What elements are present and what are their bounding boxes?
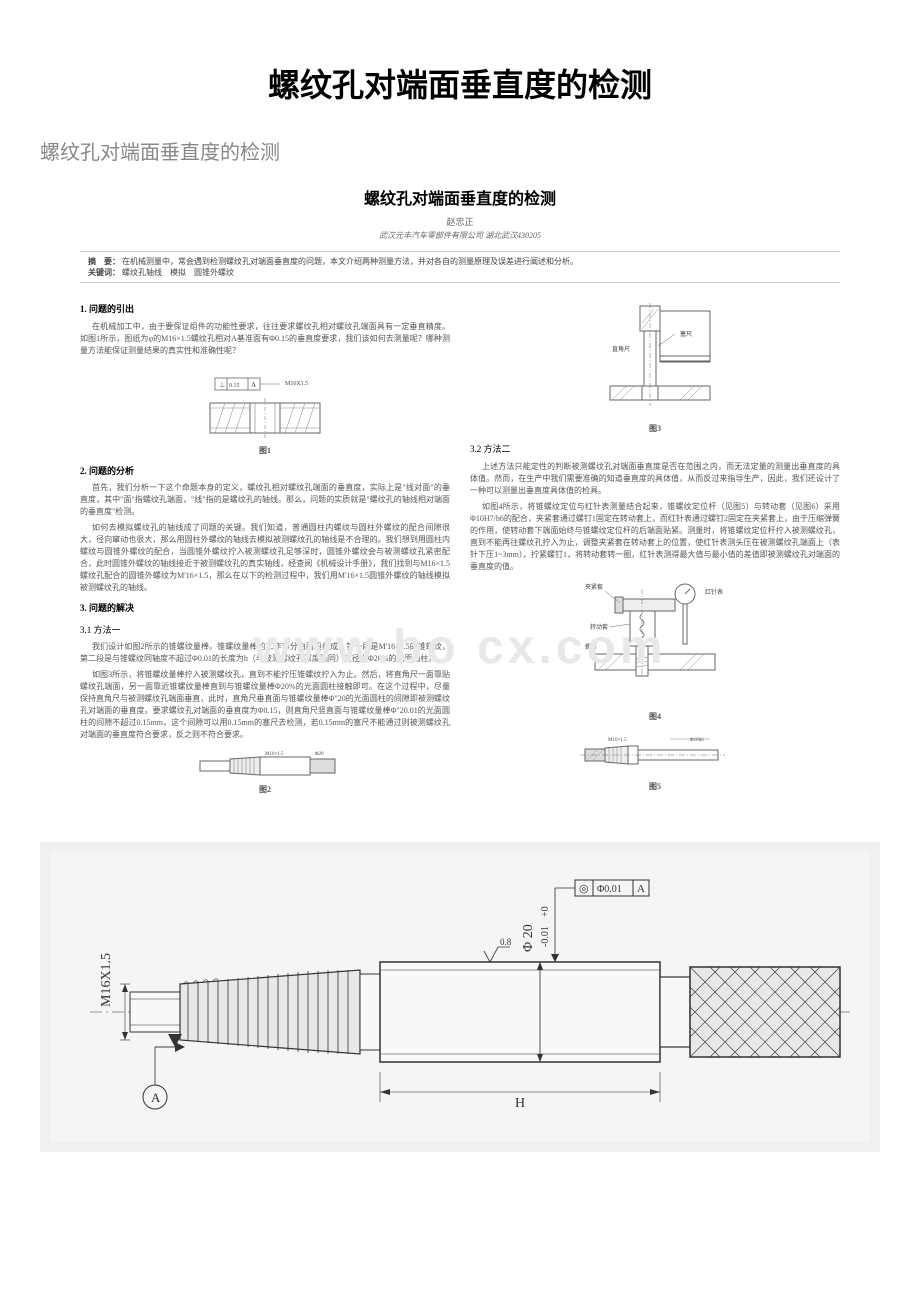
technical-drawing: M16X1.5 Φ 20 +0 -0.01 xyxy=(40,842,880,1152)
figure-2-svg: M16×1.5 Φ20 xyxy=(190,747,340,782)
fig1-thread-label: M16X1.5 xyxy=(285,381,308,387)
technical-drawing-svg: M16X1.5 Φ 20 +0 -0.01 xyxy=(50,852,870,1142)
author: 赵忠正 xyxy=(40,215,880,228)
drawing-tol-upper: +0 xyxy=(540,907,551,918)
paper-header: 螺纹孔对端面垂直度的检测 赵忠正 武汉元丰汽车零部件有限公司 湖北武汉43020… xyxy=(40,185,880,241)
section-2-p1: 首先，我们分析一下这个命题本身的定义，螺纹孔相对螺纹孔端面的垂直度，实际上是"线… xyxy=(80,482,450,518)
drawing-tol-lower: -0.01 xyxy=(540,927,551,948)
section-2-heading: 2. 问题的分析 xyxy=(80,465,450,479)
affiliation: 武汉元丰汽车零部件有限公司 湖北武汉430205 xyxy=(40,230,880,241)
section-3-p1: 我们设计如图2所示的锥螺纹量棒。锥螺纹量棒的工作部分由两段组成，第一段是M'16… xyxy=(80,641,450,665)
svg-text:M16×1.5: M16×1.5 xyxy=(265,752,284,757)
figure-2: M16×1.5 Φ20 图2 xyxy=(80,747,450,796)
section-3-2-p1: 上述方法只能定性的判断被测螺纹孔对端面垂直度是否在范围之内，而无法定量的测量出垂… xyxy=(470,461,840,497)
svg-text:夹紧套: 夹紧套 xyxy=(585,583,603,591)
svg-text:转动套: 转动套 xyxy=(590,623,608,631)
surface-finish: 0.8 xyxy=(500,937,512,947)
svg-text:红针表: 红针表 xyxy=(705,588,723,596)
abstract-label: 摘 要： xyxy=(88,257,120,266)
subtitle: 螺纹孔对端面垂直度的检测 xyxy=(40,136,880,165)
section-3-heading: 3. 问题的解决 xyxy=(80,602,450,616)
drawing-diameter: Φ 20 xyxy=(521,925,536,953)
abstract-text: 在机械测量中，常会遇到检测螺纹孔对端面垂直度的问题，本文介绍两种测量方法，并对各… xyxy=(122,257,578,266)
svg-text:A: A xyxy=(251,381,256,389)
svg-text:直角尺: 直角尺 xyxy=(612,345,630,353)
left-column: 1. 问题的引出 在机械加工中，由于要保证组件的功能性要求，往往要求螺纹孔相对螺… xyxy=(80,295,450,802)
keywords-label: 关键词： xyxy=(88,268,120,277)
figure-4-svg: 夹紧套 红针表 转动套 螺钉 xyxy=(570,579,740,709)
figure-3-caption: 图3 xyxy=(470,423,840,435)
figure-4-caption: 图4 xyxy=(470,711,840,723)
datum-label: A xyxy=(151,1090,161,1105)
svg-text:⊥: ⊥ xyxy=(219,381,225,389)
figure-1-caption: 图1 xyxy=(80,445,450,457)
section-3-1-heading: 3.1 方法一 xyxy=(80,624,450,638)
figure-5-svg: M16×1.5 Φ10h6 xyxy=(570,729,740,779)
figure-1-svg: ⊥ 0.15 A M16X1.5 xyxy=(190,363,340,443)
section-2-p2: 如何去模拟螺纹孔的轴线成了问题的关键。我们知道，普通圆柱内螺纹与圆柱外螺纹的配合… xyxy=(80,522,450,594)
gdt-value: Φ0.01 xyxy=(597,884,622,895)
section-3-2-heading: 3.2 方法二 xyxy=(470,443,840,457)
keywords-text: 螺纹孔轴线 模拟 圆锥外螺纹 xyxy=(122,268,234,277)
figure-5: M16×1.5 Φ10h6 图5 xyxy=(470,729,840,793)
svg-text:0.15: 0.15 xyxy=(229,383,240,389)
content-columns: 1. 问题的引出 在机械加工中，由于要保证组件的功能性要求，往往要求螺纹孔相对螺… xyxy=(40,295,880,802)
section-1-para: 在机械加工中，由于要保证组件的功能性要求，往往要求螺纹孔相对螺纹孔端面具有一定垂… xyxy=(80,321,450,357)
paper-title: 螺纹孔对端面垂直度的检测 xyxy=(40,185,880,209)
figure-1: ⊥ 0.15 A M16X1.5 图1 xyxy=(80,363,450,457)
svg-text:Φ20: Φ20 xyxy=(315,752,324,757)
figure-4: 夹紧套 红针表 转动套 螺钉 图4 xyxy=(470,579,840,723)
main-title: 螺纹孔对端面垂直度的检测 xyxy=(40,60,880,106)
right-column: 直角尺 塞尺 图3 3.2 方法二 上述方法只能定性的判断被测螺纹孔对端面垂直度… xyxy=(470,295,840,802)
drawing-thread-label: M16X1.5 xyxy=(99,953,114,1007)
svg-text:M16×1.5: M16×1.5 xyxy=(608,738,627,743)
svg-text:塞尺: 塞尺 xyxy=(680,330,692,338)
section-3-2-p2: 如图4所示，将锥螺纹定位与红针表测量结合起来，锥螺纹定位杆（见图5）与转动套（见… xyxy=(470,501,840,573)
dim-h: H xyxy=(515,1096,525,1111)
svg-text:螺钉: 螺钉 xyxy=(585,643,597,651)
abstract: 摘 要： 在机械测量中，常会遇到检测螺纹孔对端面垂直度的问题，本文介绍两种测量方… xyxy=(80,251,840,283)
gdt-datum: A xyxy=(637,883,645,895)
section-3-p2: 如图3所示，将锥螺纹量棒拧入被测螺纹孔，直到不能拧压锥螺纹拧入为止。然后，将直角… xyxy=(80,669,450,741)
figure-3-svg: 直角尺 塞尺 xyxy=(580,301,730,421)
gdt-symbol: ◎ xyxy=(579,883,589,895)
figure-3: 直角尺 塞尺 图3 xyxy=(470,301,840,435)
figure-2-caption: 图2 xyxy=(80,784,450,796)
svg-text:Φ10h6: Φ10h6 xyxy=(690,738,704,743)
figure-5-caption: 图5 xyxy=(470,781,840,793)
page: 螺纹孔对端面垂直度的检测 螺纹孔对端面垂直度的检测 螺纹孔对端面垂直度的检测 赵… xyxy=(40,60,880,1152)
section-1-heading: 1. 问题的引出 xyxy=(80,303,450,317)
